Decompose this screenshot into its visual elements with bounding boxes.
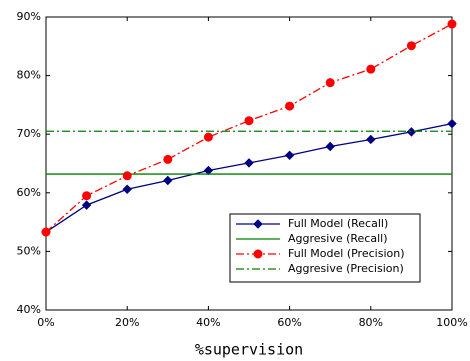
point [366,64,376,74]
point [41,227,51,237]
y-tick-label: 40% [17,303,41,316]
legend-label: Full Model (Recall) [288,217,388,230]
point [447,118,457,129]
x-tick-label: 60% [277,316,301,329]
y-tick-label: 70% [17,127,41,140]
x-tick-label: 80% [359,316,383,329]
point [406,127,417,137]
plot-frame [45,16,453,311]
legend-marker [253,249,263,259]
point [244,158,254,168]
point [366,134,376,145]
y-tick-label: 50% [17,244,41,257]
legend-label: Full Model (Precision) [288,247,405,260]
x-axis-label: %supervision [195,341,303,359]
legend-label: Aggresive (Recall) [288,232,388,245]
legend-label: Aggresive (Precision) [288,262,404,275]
point [284,150,295,161]
x-tick-label: 20% [115,316,139,329]
point [325,78,335,88]
x-tick-label: 100% [436,316,467,329]
y-tick-label: 60% [17,186,41,199]
x-tick-label: 0% [37,316,54,329]
point [122,171,132,181]
point [244,116,254,126]
x-tick-label: 40% [196,316,220,329]
series-line [45,23,453,233]
point [81,200,92,210]
legend-marker [253,219,263,229]
point [203,165,214,176]
point [163,175,173,186]
point [285,101,295,111]
y-tick-label: 90% [17,10,41,23]
point [325,141,335,152]
point [82,191,92,201]
point [163,154,173,164]
point [447,19,457,29]
point [122,184,132,194]
point [406,41,416,51]
point [203,132,213,142]
legend-box [229,213,421,283]
y-tick-label: 80% [17,69,41,82]
